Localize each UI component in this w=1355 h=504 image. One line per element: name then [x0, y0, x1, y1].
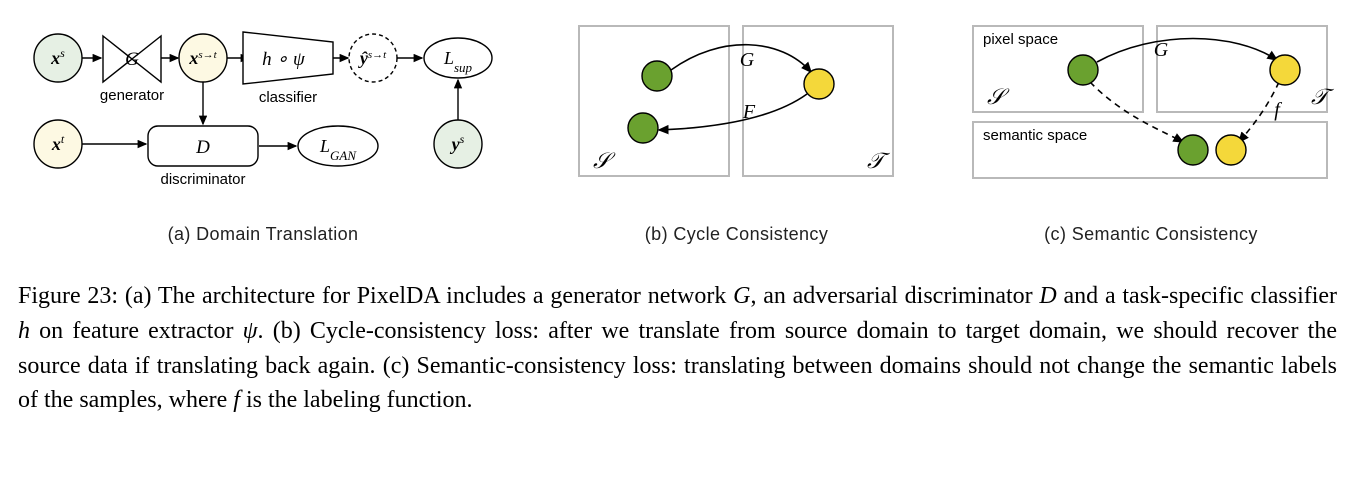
svg-text:𝒯: 𝒯 [867, 148, 891, 173]
svg-text:f: f [1274, 99, 1282, 121]
svg-text:semantic space: semantic space [983, 127, 1087, 144]
caption-G: G [733, 283, 750, 309]
svg-text:h ∘ ψ: h ∘ ψ [262, 49, 306, 70]
panel-c-svg: 𝒮pixel space 𝒯semantic space Gf [965, 18, 1337, 198]
svg-text:𝒮: 𝒮 [593, 148, 616, 173]
panel-c: 𝒮pixel space 𝒯semantic space Gf (c) Semant… [965, 18, 1337, 245]
svg-text:G: G [1154, 39, 1169, 61]
figure-caption: Figure 23: (a) The architecture for Pixe… [18, 279, 1337, 418]
svg-text:D: D [195, 137, 210, 158]
caption-psi: ψ [243, 318, 258, 344]
svg-text:classifier: classifier [259, 89, 317, 106]
caption-text-a3: and a task-specific classifier [1057, 283, 1337, 309]
svg-text:F: F [741, 101, 755, 123]
svg-text:generator: generator [100, 87, 164, 104]
svg-text:𝒯: 𝒯 [1311, 84, 1335, 109]
panel-c-caption: (c) Semantic Consistency [1044, 224, 1258, 245]
caption-text-a2: , an adversarial discriminator [750, 283, 1039, 309]
caption-f: f [233, 387, 240, 413]
caption-text-a4: on feature extractor [30, 318, 243, 344]
svg-text:pixel space: pixel space [983, 31, 1058, 48]
caption-D: D [1039, 283, 1056, 309]
caption-h: h [18, 318, 30, 344]
caption-text-c: is the labeling function. [240, 387, 473, 413]
svg-text:discriminator: discriminator [160, 171, 245, 188]
svg-text:G: G [739, 49, 754, 71]
panel-a: xsxs→tŷs→txtysLsupLGANGgeneratorh ∘ ψcla… [18, 18, 508, 245]
panel-a-caption: (a) Domain Translation [168, 224, 359, 245]
panel-b: 𝒮 𝒯 G F (b) Cycle Consistency [571, 18, 903, 245]
panel-b-caption: (b) Cycle Consistency [645, 224, 828, 245]
caption-fignum: Figure 23: [18, 283, 118, 309]
svg-text:G: G [125, 49, 139, 70]
panel-b-svg: 𝒮 𝒯 G F [571, 18, 903, 198]
caption-text-a: (a) The architecture for PixelDA include… [125, 283, 733, 309]
figure-row: xsxs→tŷs→txtysLsupLGANGgeneratorh ∘ ψcla… [18, 18, 1337, 245]
panel-a-svg: xsxs→tŷs→txtysLsupLGANGgeneratorh ∘ ψcla… [18, 18, 508, 198]
svg-text:𝒮: 𝒮 [987, 84, 1010, 109]
